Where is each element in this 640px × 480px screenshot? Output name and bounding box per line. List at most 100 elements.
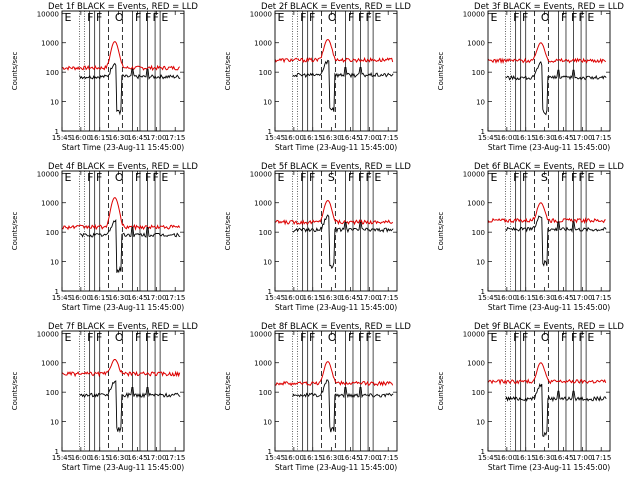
marker-letter: F bbox=[145, 171, 151, 184]
y-tick-label: 100 bbox=[472, 229, 485, 237]
marker-letter: O bbox=[328, 331, 337, 344]
x-axis-label: Start Time (23-Aug-11 15:45:00) bbox=[62, 143, 184, 152]
y-tick-label: 1 bbox=[481, 448, 485, 456]
marker-letter: F bbox=[153, 171, 159, 184]
y-tick-label: 1 bbox=[268, 448, 272, 456]
y-tick-label: 10 bbox=[263, 259, 272, 267]
x-tick-label: 16:00 bbox=[284, 454, 304, 462]
lld-series-line bbox=[274, 200, 394, 226]
y-tick-label: 100 bbox=[259, 389, 272, 397]
x-tick-label: 16:30 bbox=[109, 294, 129, 302]
marker-letter: F bbox=[561, 331, 567, 344]
y-axis-label: Counts/sec bbox=[437, 52, 445, 91]
marker-letter: O bbox=[115, 331, 124, 344]
y-tick-label: 10000 bbox=[37, 170, 59, 178]
y-axis-label: Counts/sec bbox=[224, 372, 232, 411]
y-tick-label: 10 bbox=[476, 99, 485, 107]
x-tick-label: 17:15 bbox=[165, 454, 185, 462]
events-series-line bbox=[79, 380, 181, 434]
x-tick-label: 16:15 bbox=[90, 294, 110, 302]
marker-letter: E bbox=[491, 11, 498, 24]
x-tick-label: 16:30 bbox=[535, 134, 555, 142]
y-tick-label: 1 bbox=[55, 128, 59, 136]
marker-letter: F bbox=[358, 11, 364, 24]
y-tick-label: 100 bbox=[46, 229, 59, 237]
lld-series-line bbox=[61, 197, 181, 231]
marker-letter: F bbox=[96, 11, 102, 24]
y-axis-label: Counts/sec bbox=[224, 212, 232, 251]
x-tick-label: 16:45 bbox=[340, 454, 360, 462]
x-tick-label: 16:30 bbox=[322, 134, 342, 142]
x-tick-label: 17:15 bbox=[378, 134, 398, 142]
marker-letter: E bbox=[374, 171, 381, 184]
panel-title: Det 8f BLACK = Events, RED = LLD bbox=[261, 322, 411, 332]
x-tick-label: 16:30 bbox=[535, 454, 555, 462]
x-tick-label: 16:30 bbox=[109, 134, 129, 142]
marker-letter: F bbox=[300, 11, 306, 24]
x-tick-label: 16:15 bbox=[516, 294, 536, 302]
x-tick-label: 16:30 bbox=[322, 294, 342, 302]
events-series-line bbox=[292, 214, 394, 270]
panel-title: Det 9f BLACK = Events, RED = LLD bbox=[474, 322, 624, 332]
x-tick-label: 16:00 bbox=[71, 134, 91, 142]
plot-frame bbox=[487, 170, 611, 292]
panel-title: Det 3f BLACK = Events, RED = LLD bbox=[474, 2, 624, 12]
marker-letter: F bbox=[358, 171, 364, 184]
y-tick-label: 10000 bbox=[250, 10, 272, 18]
y-tick-label: 10000 bbox=[463, 330, 485, 338]
marker-letter: E bbox=[65, 11, 72, 24]
y-axis-label: Counts/sec bbox=[437, 212, 445, 251]
panel-3f: Det 3f BLACK = Events, RED = LLD Counts/s… bbox=[437, 2, 624, 152]
marker-letter: E bbox=[278, 331, 285, 344]
x-tick-label: 16:15 bbox=[303, 454, 323, 462]
plot-frame bbox=[61, 170, 185, 292]
x-tick-label: 16:15 bbox=[303, 294, 323, 302]
x-tick-label: 15:45 bbox=[52, 134, 72, 142]
panel-title: Det 7f BLACK = Events, RED = LLD bbox=[48, 322, 198, 332]
marker-letter: E bbox=[161, 11, 168, 24]
y-tick-label: 1 bbox=[268, 288, 272, 296]
marker-letter: O bbox=[541, 331, 550, 344]
marker-letter: F bbox=[579, 11, 585, 24]
marker-letter: F bbox=[309, 171, 315, 184]
marker-letter: F bbox=[145, 331, 151, 344]
marker-letter: F bbox=[348, 11, 354, 24]
y-tick-label: 10000 bbox=[250, 330, 272, 338]
x-tick-label: 15:45 bbox=[265, 294, 285, 302]
x-tick-label: 17:00 bbox=[359, 454, 379, 462]
y-tick-label: 1 bbox=[481, 288, 485, 296]
y-tick-label: 1000 bbox=[41, 200, 59, 208]
lld-series-line bbox=[61, 41, 181, 72]
plot-frame bbox=[487, 330, 611, 452]
marker-letter: F bbox=[96, 171, 102, 184]
y-tick-label: 1000 bbox=[254, 40, 272, 48]
marker-letter: E bbox=[374, 331, 381, 344]
y-tick-label: 100 bbox=[259, 69, 272, 77]
marker-letter: E bbox=[374, 11, 381, 24]
x-tick-label: 16:45 bbox=[553, 134, 573, 142]
marker-letter: O bbox=[115, 11, 124, 24]
marker-letter: F bbox=[358, 331, 364, 344]
x-axis-label: Start Time (23-Aug-11 15:45:00) bbox=[62, 303, 184, 312]
y-tick-label: 10000 bbox=[37, 10, 59, 18]
marker-letter: F bbox=[571, 11, 577, 24]
x-axis-label: Start Time (23-Aug-11 15:45:00) bbox=[488, 463, 610, 472]
marker-letter: F bbox=[309, 11, 315, 24]
x-tick-label: 17:00 bbox=[572, 454, 592, 462]
x-tick-label: 16:45 bbox=[553, 294, 573, 302]
y-axis-label: Counts/sec bbox=[437, 372, 445, 411]
x-tick-label: 16:45 bbox=[127, 134, 147, 142]
marker-letter: E bbox=[587, 171, 594, 184]
marker-letter: F bbox=[145, 11, 151, 24]
y-tick-label: 1 bbox=[481, 128, 485, 136]
marker-letter: F bbox=[348, 171, 354, 184]
panel-5f: Det 5f BLACK = Events, RED = LLD Counts/s… bbox=[224, 162, 411, 312]
x-tick-label: 17:15 bbox=[165, 134, 185, 142]
panel-title: Det 4f BLACK = Events, RED = LLD bbox=[48, 162, 198, 172]
y-axis-label: Counts/sec bbox=[11, 372, 19, 411]
lld-series-line bbox=[487, 42, 607, 65]
y-tick-label: 1 bbox=[268, 128, 272, 136]
y-tick-label: 1000 bbox=[254, 200, 272, 208]
marker-letter: E bbox=[587, 11, 594, 24]
